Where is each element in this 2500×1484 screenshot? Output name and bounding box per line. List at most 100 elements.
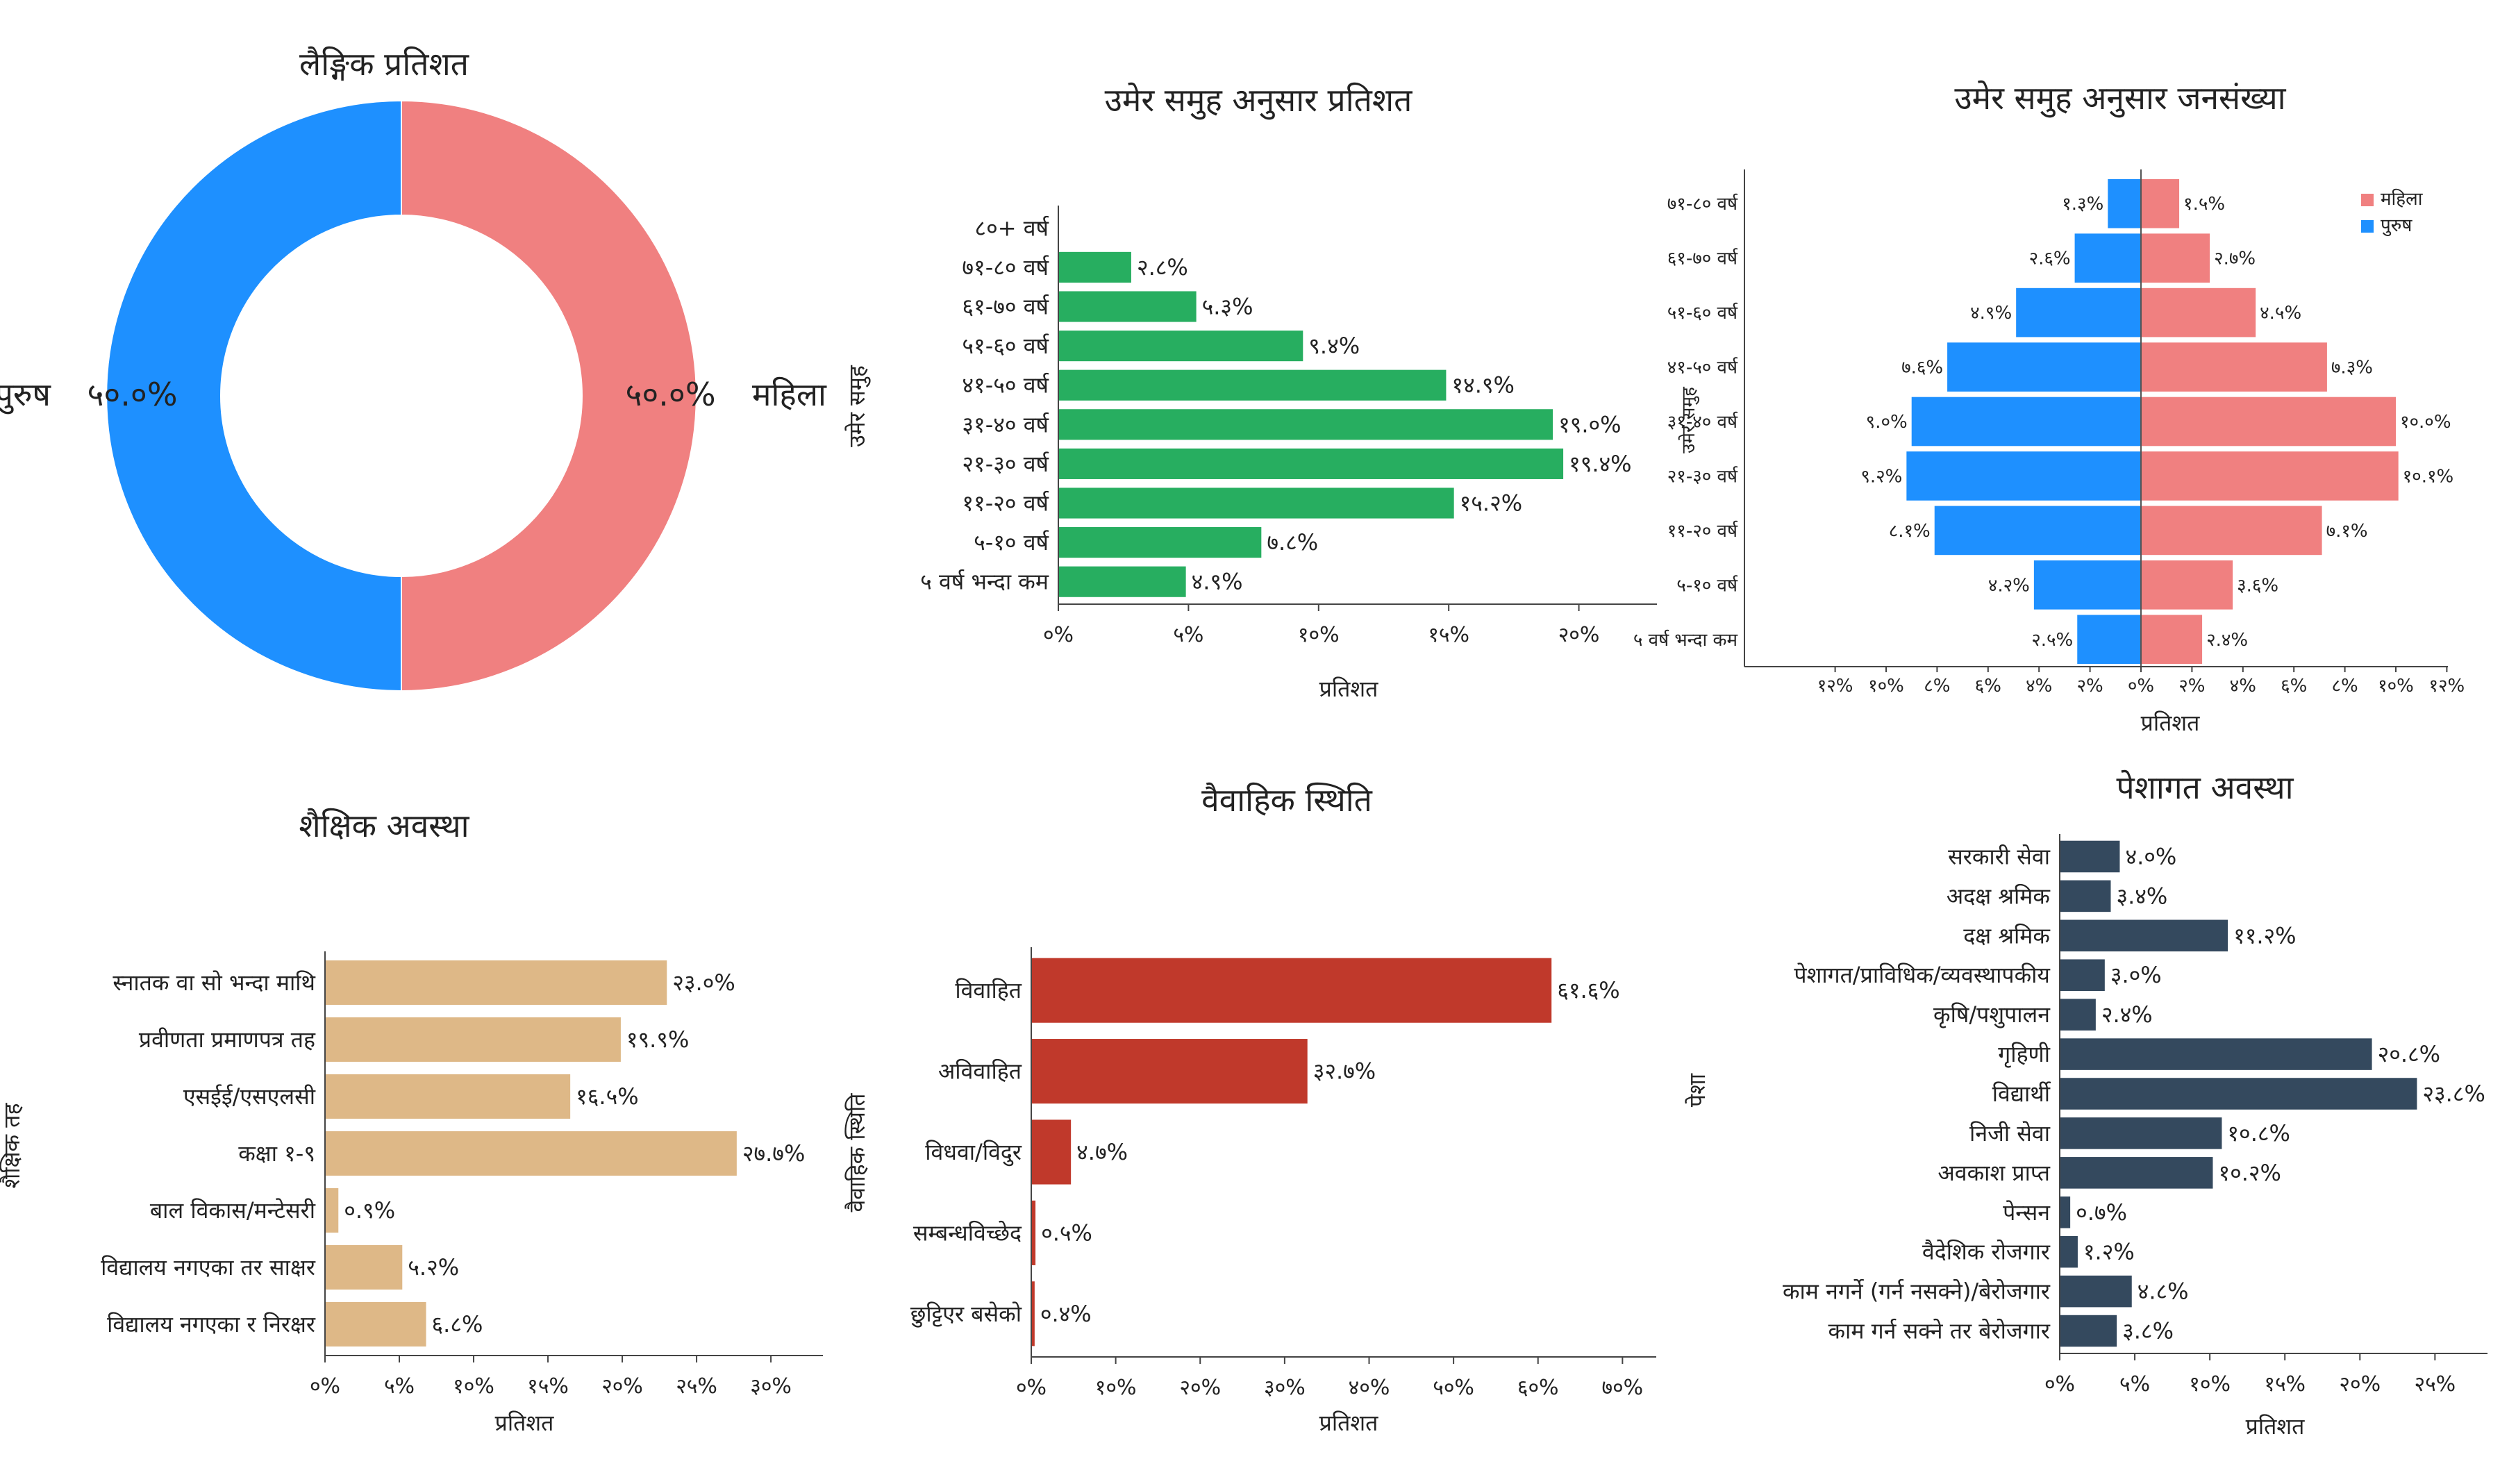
y-axis-label: उमेर समुह	[844, 365, 871, 447]
x-tick-label: १५%	[2264, 1372, 2306, 1397]
category-label: ६१-७० वर्ष	[1667, 248, 1738, 269]
x-tick-label: २५%	[676, 1374, 717, 1399]
category-label: ८०+ वर्ष	[974, 215, 1049, 241]
chart-title: उमेर समुह अनुसार प्रतिशत	[1105, 81, 1413, 120]
value-label-male: २.५%	[2031, 630, 2073, 651]
category-label: छुट्टिएर बसेको	[910, 1301, 1022, 1328]
category-label: पेशागत/प्राविधिक/व्यवस्थापकीय	[1794, 962, 2051, 988]
y-axis-label: वैवाहिक स्थिति	[844, 1093, 870, 1212]
x-tick-label: ४०%	[1349, 1376, 1390, 1400]
category-label: ११-२० वर्ष	[1667, 520, 1738, 542]
x-tick-label: १०%	[1868, 676, 1904, 697]
value-label: ६.८%	[432, 1311, 483, 1337]
x-tick-label: ५०%	[1433, 1376, 1474, 1400]
x-tick-label: १०%	[2378, 676, 2414, 697]
x-tick-label: ८%	[1924, 676, 1950, 697]
x-axis-label: प्रतिशत	[495, 1410, 554, 1436]
bar-male	[1911, 397, 2141, 447]
bar	[2060, 1117, 2222, 1149]
bar-male	[2016, 287, 2141, 337]
x-tick-label: ०%	[2044, 1372, 2075, 1397]
bar-male	[1947, 342, 2141, 392]
bar	[1058, 251, 1131, 283]
x-tick-label: १०%	[453, 1374, 494, 1399]
value-label: १५.२%	[1460, 490, 1523, 517]
category-label: विधवा/विदुर	[925, 1139, 1022, 1167]
legend-label: पुरुष	[2381, 215, 2412, 236]
category-label: विद्यालय नगएका र निरक्षर	[107, 1311, 316, 1337]
bar-female	[2141, 506, 2322, 556]
age-percentage-chart: उमेर समुह अनुसार प्रतिशत ८०+ वर्ष ७१-८० वर…	[844, 81, 1657, 702]
x-tick-label: १५%	[1428, 623, 1469, 647]
bar	[2060, 1157, 2213, 1189]
bar	[325, 1302, 426, 1347]
bar-female	[2141, 342, 2327, 392]
value-label-female: ४.५%	[2260, 303, 2301, 324]
value-label-male: ८.१%	[1889, 521, 1931, 542]
bar	[1058, 331, 1303, 362]
x-tick-label: ३०%	[1264, 1376, 1306, 1400]
category-label: ७१-८० वर्ष	[1667, 193, 1738, 215]
category-label: वैदेशिक रोजगार	[1922, 1239, 2051, 1265]
bar-male	[1906, 451, 2141, 501]
value-label-female: १०.०%	[2400, 412, 2451, 433]
value-label: ०.९%	[344, 1197, 395, 1224]
bar-female	[2141, 397, 2396, 447]
value-label: १०.२%	[2218, 1160, 2281, 1186]
x-tick-label: ५%	[2119, 1372, 2150, 1397]
bar	[1058, 409, 1553, 440]
bar	[325, 1131, 737, 1176]
category-label: ३१-४० वर्ष	[962, 411, 1049, 437]
bar-male	[2033, 560, 2141, 610]
category-label: ५-१० वर्ष	[974, 529, 1049, 556]
category-label: गृहिणी	[1998, 1041, 2050, 1068]
value-label: ११.२%	[2233, 922, 2297, 949]
category-label: दक्ष श्रमिक	[1963, 922, 2051, 949]
chart-title: उमेर समुह अनुसार जनसंख्या	[1954, 79, 2286, 118]
value-label: १९.९%	[626, 1026, 690, 1053]
x-tick-label: ६%	[2281, 676, 2307, 697]
value-label: ४.८%	[2138, 1278, 2189, 1305]
x-tick-label: १५%	[527, 1374, 569, 1399]
category-label: काम नगर्ने (गर्न नसक्ने)/बेरोजगार	[1783, 1278, 2051, 1305]
value-label-female: २.७%	[2214, 249, 2256, 269]
value-label: २७.७%	[742, 1140, 806, 1167]
value-label-male: ७.६%	[1901, 358, 1943, 378]
bar	[1031, 1281, 1035, 1347]
value-label: २.८%	[1137, 254, 1188, 281]
bar-female	[2141, 287, 2256, 337]
value-label-female: १.५%	[2183, 194, 2225, 215]
bar	[2060, 1315, 2117, 1347]
chart-title: पेशागत अवस्था	[2116, 769, 2294, 806]
category-label: ५१-६० वर्ष	[1667, 302, 1738, 324]
occupation-chart: पेशागत अवस्था सरकारी सेवा ४.०% अदक्ष श्रमिक…	[1684, 769, 2488, 1440]
value-label-male: २.६%	[2029, 249, 2071, 269]
x-tick-label: २०%	[1179, 1376, 1221, 1400]
category-label: विवाहित	[955, 977, 1022, 1003]
x-tick-label: १२%	[2429, 676, 2465, 697]
value-label: ७.८%	[1267, 529, 1318, 556]
value-label: १६.५%	[576, 1083, 639, 1110]
category-label: सम्बन्धविच्छेद	[913, 1219, 1022, 1246]
bar	[1058, 448, 1564, 479]
value-label: ३.८%	[2122, 1318, 2174, 1344]
value-label: ४.०%	[2125, 843, 2176, 869]
bar	[1058, 487, 1454, 519]
legend-label: महिला	[2381, 188, 2424, 210]
bar-male	[2108, 178, 2141, 228]
bar	[325, 1074, 571, 1119]
bar	[2060, 1235, 2078, 1268]
x-tick-label: २%	[2076, 676, 2103, 697]
value-label: ३२.७%	[1313, 1058, 1376, 1085]
value-label: १९.४%	[1569, 451, 1632, 477]
y-axis-label: पेशा	[1684, 1073, 1710, 1107]
value-label: २.४%	[2101, 1001, 2153, 1028]
category-label: सरकारी सेवा	[1948, 843, 2051, 869]
legend-swatch	[2361, 220, 2374, 233]
bar-female	[2141, 178, 2180, 228]
x-axis-label: प्रतिशत	[1319, 1410, 1378, 1436]
bar-male	[2077, 615, 2141, 665]
category-label: ५१-६० वर्ष	[962, 333, 1049, 359]
x-tick-label: ४%	[2230, 676, 2256, 697]
category-label: निजी सेवा	[1969, 1120, 2051, 1147]
